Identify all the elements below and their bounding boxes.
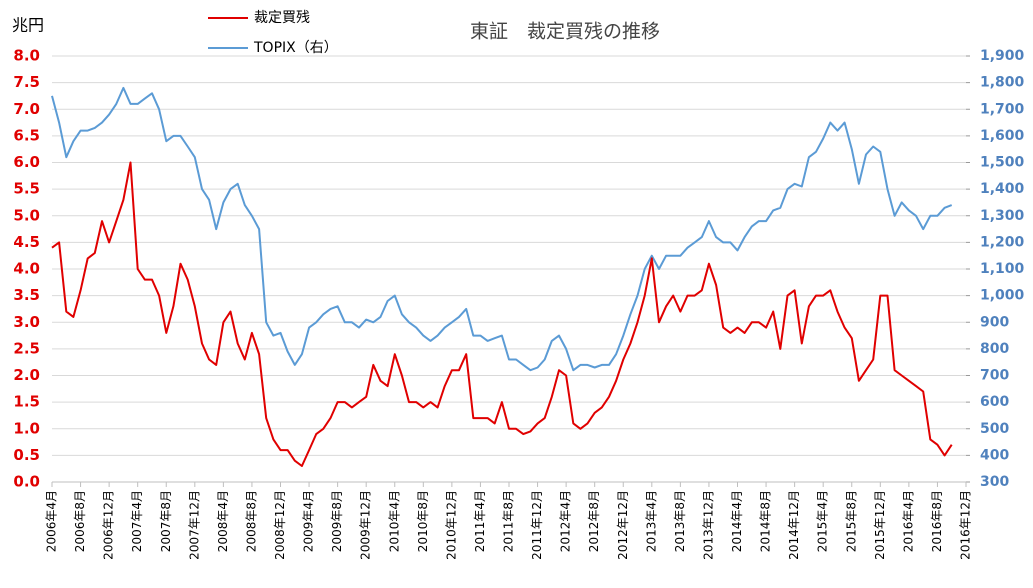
x-tick-label: 2008年8月 [244,490,258,552]
y-tick-label: 4.0 [13,260,40,278]
x-tick-label: 2012年4月 [559,490,573,552]
x-tick-label: 2010年4月 [387,490,401,552]
x-tick-label: 2008年12月 [273,490,287,560]
y-tick-label: 7.0 [13,100,40,118]
x-tick-label: 2008年4月 [216,490,230,552]
y-tick-label: 4.5 [13,233,40,251]
y-tick-label: 2.0 [13,366,40,384]
x-tick-label: 2011年12月 [530,490,544,560]
y2-tick-label: 1,300 [980,208,1025,224]
x-tick-label: 2013年4月 [644,490,658,552]
y-tick-label: 2.5 [13,339,40,357]
x-tick-label: 2014年12月 [787,490,801,560]
y2-tick-label: 1,400 [980,181,1025,197]
y-tick-label: 7.5 [13,73,40,91]
y2-tick-label: 1,700 [980,101,1025,117]
x-tick-label: 2006年8月 [73,490,87,552]
x-tick-label: 2016年8月 [930,490,944,552]
x-tick-label: 2015年12月 [873,490,887,560]
y-tick-label: 6.0 [13,153,40,171]
y-tick-label: 5.0 [13,206,40,224]
x-tick-label: 2007年4月 [130,490,144,552]
y2-tick-label: 900 [980,314,1009,330]
x-tick-label: 2007年12月 [187,490,201,560]
y-tick-label: 8.0 [13,47,40,65]
x-tick-label: 2007年8月 [159,490,173,552]
y-tick-label: 6.5 [13,126,40,144]
legend-label: 裁定買残 [254,10,310,26]
legend-label: TOPIX（右） [253,40,338,56]
x-tick-label: 2009年12月 [359,490,373,560]
x-tick-label: 2011年4月 [473,490,487,552]
y2-tick-label: 1,600 [980,128,1025,144]
y2-tick-label: 300 [980,474,1009,490]
x-tick-label: 2015年4月 [816,490,830,552]
y2-tick-label: 1,900 [980,48,1025,64]
y-tick-label: 1.0 [13,419,40,437]
x-tick-label: 2016年12月 [959,490,973,560]
y2-tick-label: 500 [980,421,1009,437]
x-tick-label: 2015年8月 [844,490,858,552]
y2-tick-label: 700 [980,368,1009,384]
y-tick-label: 0.0 [13,473,40,491]
x-tick-label: 2013年12月 [701,490,715,560]
x-tick-label: 2012年8月 [587,490,601,552]
x-tick-label: 2012年12月 [616,490,630,560]
y2-tick-label: 1,500 [980,155,1025,171]
y2-tick-label: 400 [980,447,1009,463]
x-tick-label: 2006年12月 [102,490,116,560]
x-tick-label: 2014年8月 [759,490,773,552]
y2-tick-label: 1,800 [980,75,1025,91]
y-tick-label: 3.5 [13,286,40,304]
y-axis-unit: 兆円 [12,16,44,35]
x-tick-label: 2009年4月 [302,490,316,552]
y-tick-label: 0.5 [13,446,40,464]
y2-tick-label: 1,000 [980,288,1025,304]
x-tick-label: 2014年4月 [730,490,744,552]
x-tick-label: 2009年8月 [330,490,344,552]
y2-tick-label: 600 [980,394,1009,410]
x-tick-label: 2006年4月 [45,490,59,552]
x-tick-label: 2013年8月 [673,490,687,552]
y-tick-label: 3.0 [13,313,40,331]
x-tick-label: 2016年4月 [901,490,915,552]
x-tick-label: 2010年12月 [444,490,458,560]
y2-tick-label: 800 [980,341,1009,357]
series-line [51,161,953,467]
y2-tick-label: 1,200 [980,234,1025,250]
y-tick-label: 1.5 [13,393,40,411]
series-line [51,86,953,372]
y2-tick-label: 1,100 [980,261,1025,277]
chart-title: 東証 裁定買残の推移 [470,21,660,43]
y-tick-label: 5.5 [13,180,40,198]
x-tick-label: 2010年8月 [416,490,430,552]
x-tick-label: 2011年8月 [502,490,516,552]
